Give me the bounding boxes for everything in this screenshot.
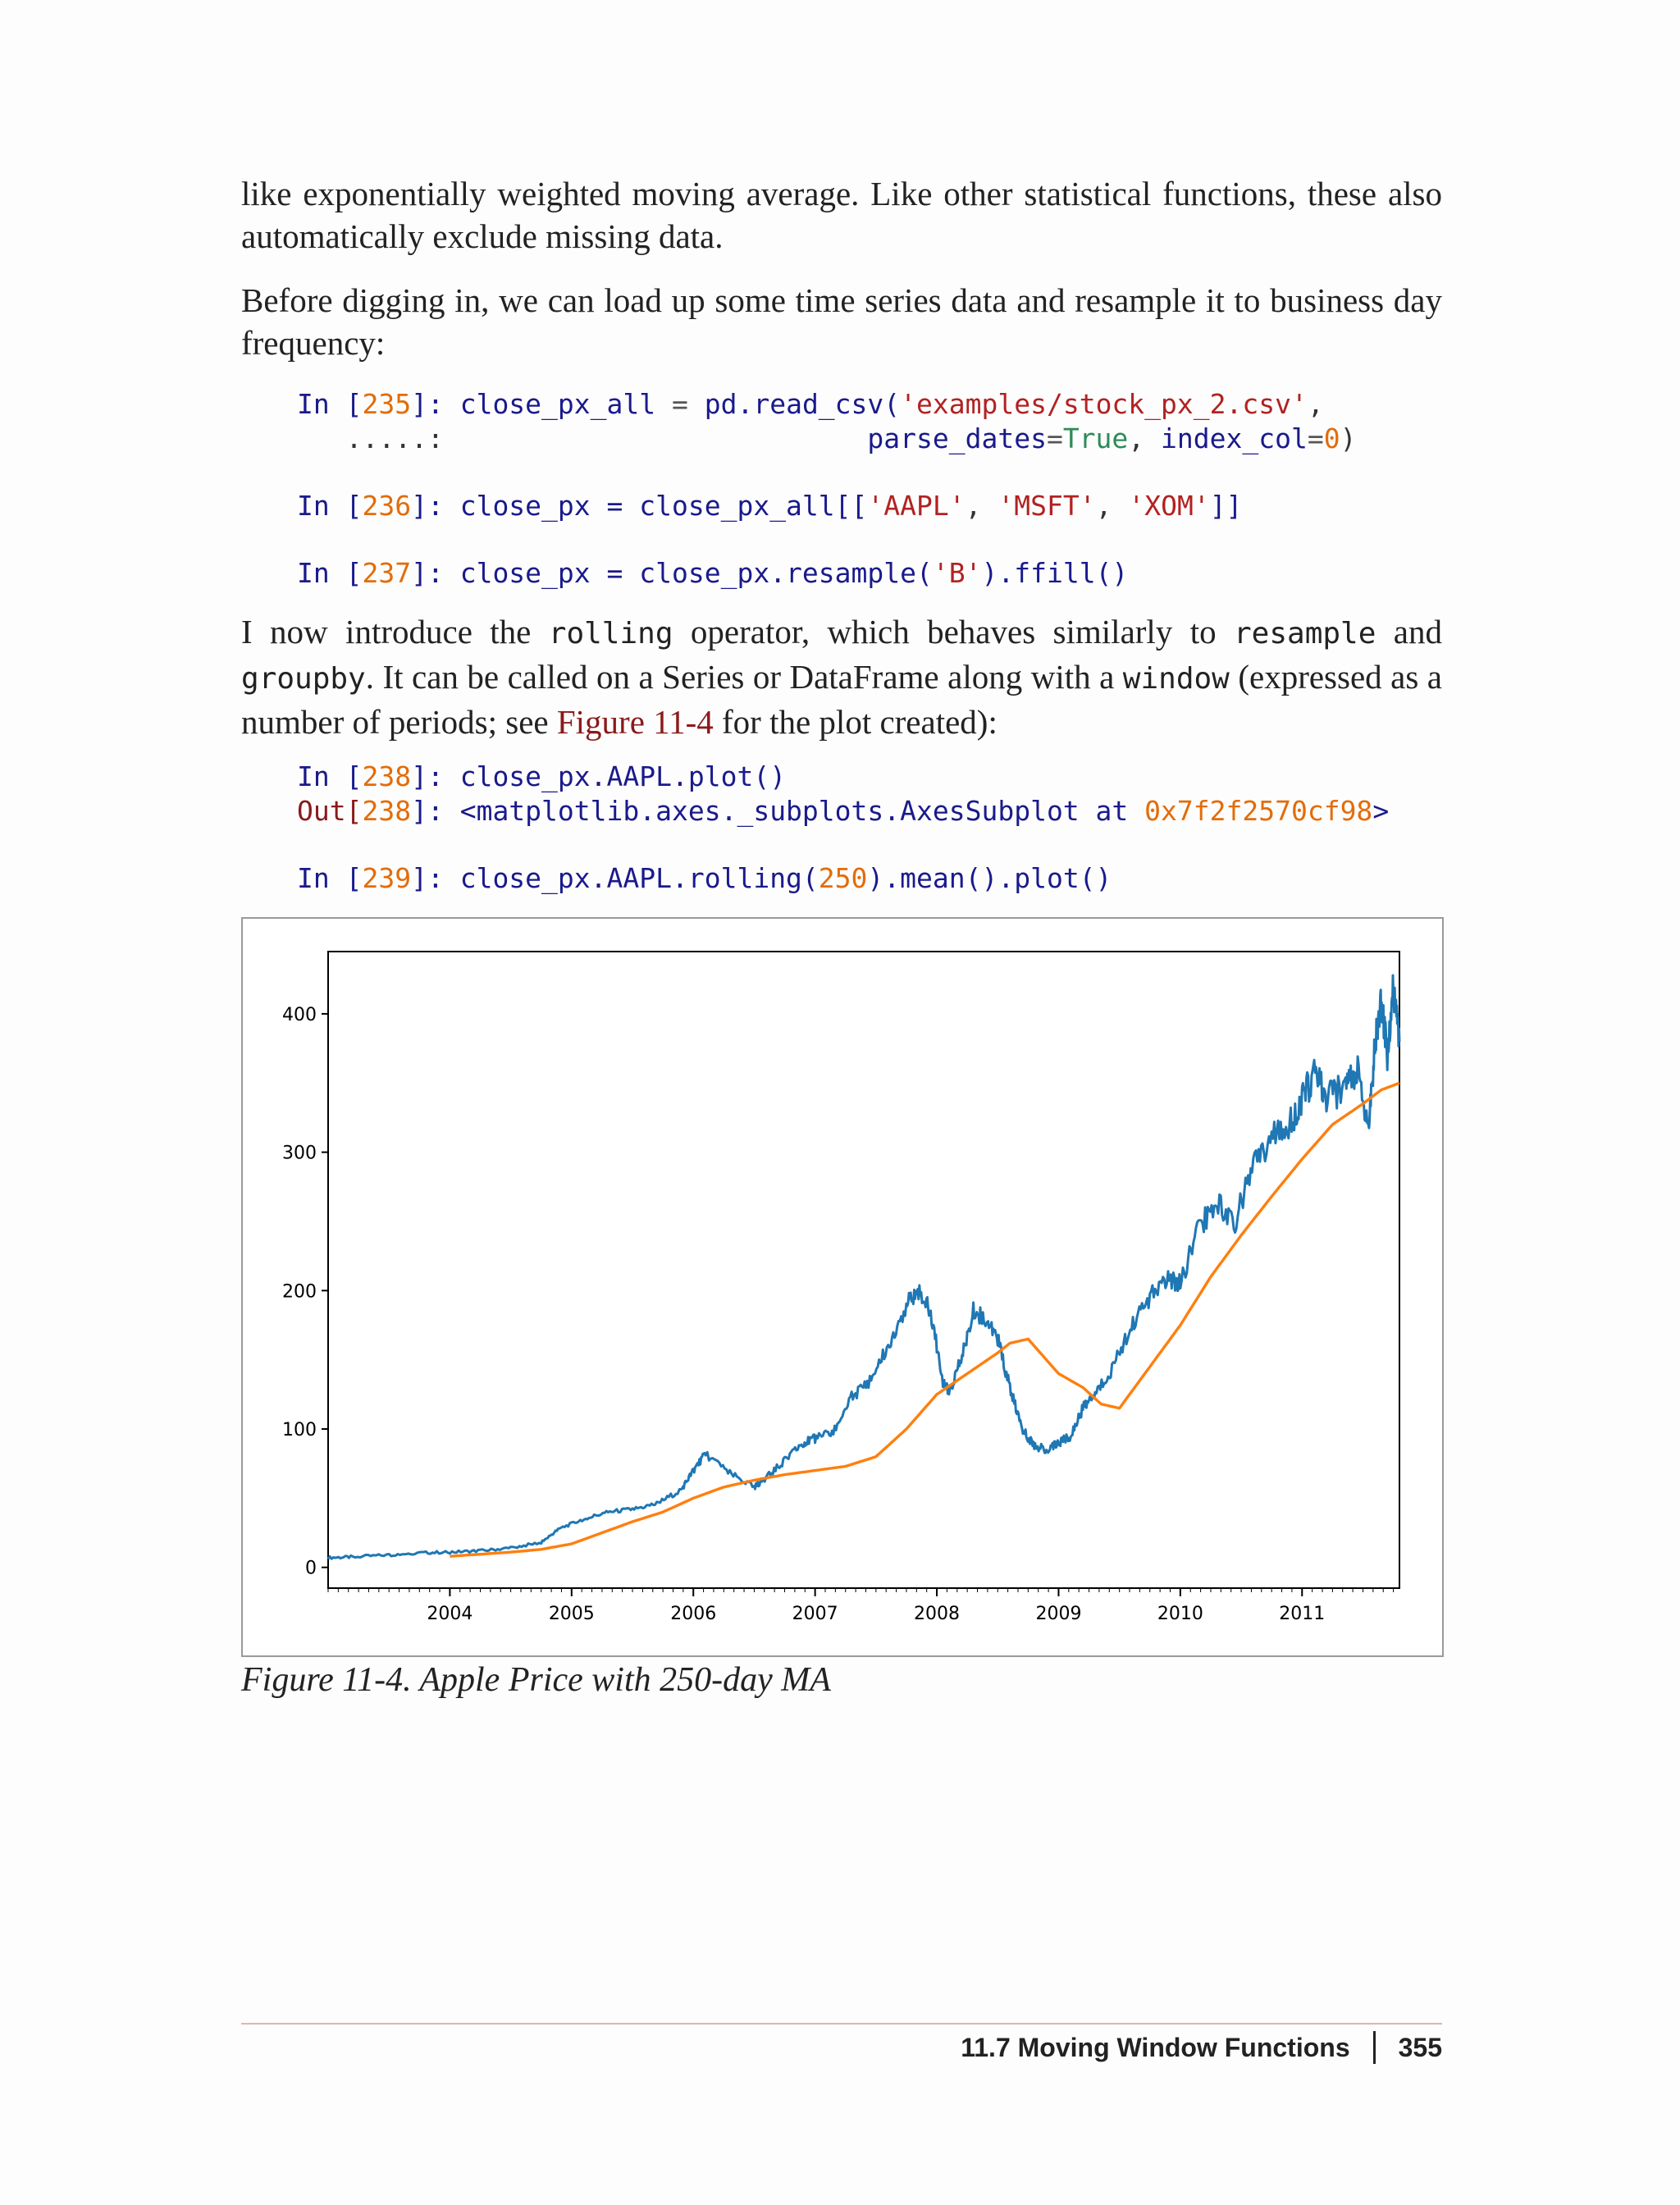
code-string: 'XOM' (1128, 490, 1210, 522)
y-tick-label: 200 (282, 1281, 317, 1302)
code-token: pd.read_csv( (704, 388, 901, 420)
paragraph-rolling-intro: I now introduce the rolling operator, wh… (241, 610, 1442, 743)
x-tick-label: 2010 (1157, 1604, 1203, 1624)
paragraph-intro: like exponentially weighted moving avera… (241, 175, 1442, 255)
x-tick-label: 2009 (1035, 1604, 1081, 1624)
code-in-236: In [236]: close_px = close_px_all[['AAPL… (297, 489, 1242, 523)
x-tick-label: 2007 (792, 1604, 838, 1624)
y-tick-label: 300 (282, 1144, 317, 1164)
series-line-moving-average (450, 1081, 1400, 1558)
code-cell-number: 238 (362, 760, 412, 792)
code-prompt: In [ (297, 557, 363, 589)
code-prompt-close: ]: (411, 557, 460, 589)
code-token: ) (1340, 422, 1357, 454)
code-prompt: In [ (297, 862, 363, 894)
code-token: ).mean().plot() (867, 862, 1112, 894)
footer-rule (241, 2023, 1442, 2025)
code-number: 0 (1323, 422, 1340, 454)
code-prompt: In [ (297, 760, 363, 792)
x-tick-label: 2011 (1279, 1604, 1325, 1624)
y-tick-label: 0 (305, 1559, 317, 1579)
code-token: > (1372, 795, 1390, 827)
plot-area (327, 951, 1400, 1589)
inline-code: groupby (241, 662, 366, 696)
code-in-237: In [237]: close_px = close_px.resample('… (297, 556, 1128, 591)
code-prompt-close: ]: (411, 862, 460, 894)
code-token: close_px.AAPL.rolling( (459, 862, 819, 894)
code-cell-number: 237 (362, 557, 412, 589)
code-prompt-close: ]: (411, 795, 460, 827)
code-prompt: .....: (297, 422, 460, 454)
figure-frame: 0 100 200 300 400 2004 2005 2006 2007 2008 2009 201… (241, 917, 1444, 1657)
code-keyword: True (1062, 422, 1129, 454)
code-cell-number: 238 (362, 795, 412, 827)
code-prompt-close: ]: (411, 760, 460, 792)
x-tick-label: 2006 (670, 1604, 716, 1624)
code-token: ]] (1209, 490, 1243, 522)
text-run: I now introduce the (241, 613, 549, 651)
code-number: 0x7f2f2570cf98 (1144, 795, 1373, 827)
figure-caption: Figure 11-4. Apple Price with 250-day MA (241, 1661, 831, 1699)
code-token: <matplotlib.axes._subplots.AxesSubplot a… (459, 795, 1145, 827)
y-tick-label: 100 (282, 1420, 317, 1440)
code-prompt-close: ]: (411, 490, 460, 522)
figure-link[interactable]: Figure 11-4 (556, 703, 714, 741)
text-run: operator, which behaves similarly to (673, 613, 1234, 651)
paragraph-load-data: Before digging in, we can load up some t… (241, 281, 1442, 362)
code-string: 'MSFT' (998, 490, 1096, 522)
text-run: . It can be called on a Series or DataFr… (365, 658, 1123, 696)
code-out-prompt: Out[ (297, 795, 363, 827)
code-continuation: .....: parse_dates=True, index_col=0) (297, 422, 1357, 456)
text-run: and (1376, 613, 1442, 651)
inline-code: window (1122, 662, 1230, 696)
code-token: close_px = close_px_all[[ (459, 490, 868, 522)
code-token: , (1095, 490, 1129, 522)
code-in-239: In [239]: close_px.AAPL.rolling(250).mea… (297, 861, 1112, 896)
inline-code: rolling (548, 617, 673, 651)
page-footer: 11.7 Moving Window Functions 355 (961, 2031, 1442, 2064)
x-tick-label: 2008 (914, 1604, 960, 1624)
x-tick-label: 2005 (549, 1604, 595, 1624)
code-token: = (1307, 422, 1324, 454)
code-cell-number: 236 (362, 490, 412, 522)
code-number: 250 (818, 862, 868, 894)
inline-code: resample (1234, 617, 1376, 651)
code-in-238: In [238]: close_px.AAPL.plot() (297, 760, 786, 794)
code-out-238: Out[238]: <matplotlib.axes._subplots.Axe… (297, 794, 1389, 829)
code-indent (460, 422, 868, 454)
page-number: 355 (1398, 2032, 1442, 2062)
code-prompt-close: ]: (411, 388, 460, 420)
code-token: parse_dates (867, 422, 1047, 454)
price-chart: 0 100 200 300 400 2004 2005 2006 2007 2008 2009 201… (282, 951, 1401, 1624)
code-token: , (1128, 422, 1162, 454)
code-string: 'examples/stock_px_2.csv' (900, 388, 1308, 420)
code-token: close_px = close_px.resample( (459, 557, 933, 589)
code-token: index_col (1161, 422, 1308, 454)
code-string: 'AAPL' (867, 490, 966, 522)
code-cell-number: 239 (362, 862, 412, 894)
code-token: close_px_all (459, 388, 656, 420)
y-tick-label: 400 (282, 1005, 317, 1025)
footer-divider (1372, 2031, 1376, 2064)
code-token: , (1307, 388, 1324, 420)
series-line-price (326, 974, 1401, 1560)
x-tick-label: 2004 (427, 1604, 472, 1624)
code-token: = (1046, 422, 1063, 454)
code-prompt: In [ (297, 490, 363, 522)
code-token: = (655, 388, 705, 420)
text-run: (expressed as a number of periods; see (241, 658, 1442, 741)
code-string: 'B' (932, 557, 982, 589)
code-prompt: In [ (297, 388, 363, 420)
code-token: ).ffill() (981, 557, 1129, 589)
code-in-235: In [235]: close_px_all = pd.read_csv('ex… (297, 387, 1324, 422)
code-cell-number: 235 (362, 388, 412, 420)
code-token: close_px.AAPL.plot() (459, 760, 787, 792)
text-run: for the plot created): (713, 703, 998, 741)
footer-section-title: 11.7 Moving Window Functions (961, 2032, 1350, 2062)
code-token: , (965, 490, 998, 522)
